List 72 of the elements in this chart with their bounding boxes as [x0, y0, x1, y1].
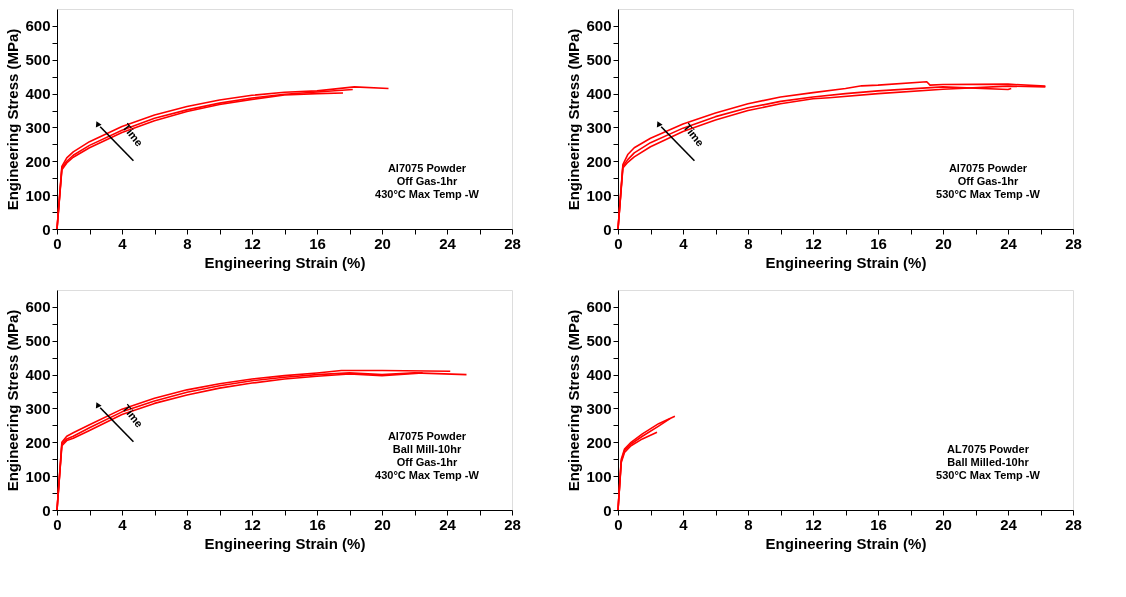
y-tick-label: 400: [25, 366, 51, 384]
x-tick-label: 8: [183, 515, 192, 533]
y-tick-label: 300: [586, 118, 612, 136]
x-axis-title: Engineering Strain (%): [765, 534, 927, 552]
annotation: Al7075 Powder Off Gas-1hr 430°C Max Temp -W: [375, 162, 480, 200]
y-tick-label: 600: [586, 17, 612, 35]
x-tick-label: 16: [870, 234, 887, 252]
y-tick-label: 500: [25, 332, 51, 350]
x-tick-label: 28: [504, 515, 521, 533]
x-tick-label: 12: [805, 234, 822, 252]
x-tick-label: 0: [614, 515, 623, 533]
x-tick-label: 16: [870, 515, 887, 533]
y-axis-title: Engineering Stress (MPa): [565, 28, 583, 211]
y-tick-label: 300: [25, 118, 51, 136]
x-tick-label: 16: [309, 234, 326, 252]
x-axis-title: Engineering Strain (%): [204, 253, 366, 271]
y-axis-title: Engineering Stress (MPa): [4, 309, 22, 492]
x-tick-label: 4: [118, 515, 128, 533]
x-tick-label: 24: [1000, 515, 1018, 533]
y-tick-label: 400: [25, 85, 51, 103]
x-axis-title: Engineering Strain (%): [765, 253, 927, 271]
y-tick-label: 100: [25, 467, 51, 485]
x-tick-label: 28: [504, 234, 521, 252]
y-tick-label: 200: [586, 152, 612, 170]
x-tick-label: 24: [439, 515, 457, 533]
x-tick-label: 4: [118, 234, 128, 252]
x-tick-label: 20: [935, 234, 952, 252]
y-tick-label: 600: [25, 17, 51, 35]
x-tick-label: 4: [679, 515, 689, 533]
x-tick-label: 0: [614, 234, 623, 252]
y-tick-label: 0: [42, 501, 51, 519]
y-tick-label: 600: [586, 298, 612, 316]
y-tick-label: 100: [25, 186, 51, 204]
x-tick-label: 0: [53, 234, 62, 252]
y-tick-label: 500: [586, 51, 612, 69]
y-tick-label: 0: [603, 501, 612, 519]
y-tick-label: 0: [603, 220, 612, 238]
annotation: Al7075 Powder Off Gas-1hr 530°C Max Temp -W: [936, 162, 1041, 200]
x-tick-label: 24: [439, 234, 457, 252]
y-tick-label: 100: [586, 186, 612, 204]
y-tick-label: 100: [586, 467, 612, 485]
y-tick-label: 600: [25, 298, 51, 316]
y-axis-title: Engineering Stress (MPa): [565, 309, 583, 492]
x-tick-label: 8: [744, 515, 753, 533]
annotation: AL7075 Powder Ball Milled-10hr 530°C Max Temp -W: [936, 443, 1041, 481]
y-tick-label: 0: [42, 220, 51, 238]
x-tick-label: 12: [244, 234, 261, 252]
y-axis-title: Engineering Stress (MPa): [4, 28, 22, 211]
x-tick-label: 12: [244, 515, 261, 533]
x-tick-label: 20: [374, 515, 391, 533]
y-tick-label: 400: [586, 366, 612, 384]
y-tick-label: 200: [25, 152, 51, 170]
x-tick-label: 24: [1000, 234, 1018, 252]
y-tick-label: 300: [25, 399, 51, 417]
y-tick-label: 200: [586, 433, 612, 451]
x-tick-label: 28: [1065, 515, 1082, 533]
x-tick-label: 16: [309, 515, 326, 533]
x-tick-label: 20: [374, 234, 391, 252]
x-tick-label: 28: [1065, 234, 1082, 252]
annotation: Al7075 Powder Ball Mill-10hr Off Gas-1hr 430°C Max Temp -W: [375, 430, 480, 481]
y-tick-label: 200: [25, 433, 51, 451]
y-tick-label: 500: [586, 332, 612, 350]
x-tick-label: 12: [805, 515, 822, 533]
y-tick-label: 500: [25, 51, 51, 69]
y-tick-label: 400: [586, 85, 612, 103]
x-tick-label: 8: [183, 234, 192, 252]
x-tick-label: 20: [935, 515, 952, 533]
x-axis-title: Engineering Strain (%): [204, 534, 366, 552]
x-tick-label: 4: [679, 234, 689, 252]
y-tick-label: 300: [586, 399, 612, 417]
x-tick-label: 8: [744, 234, 753, 252]
x-tick-label: 0: [53, 515, 62, 533]
